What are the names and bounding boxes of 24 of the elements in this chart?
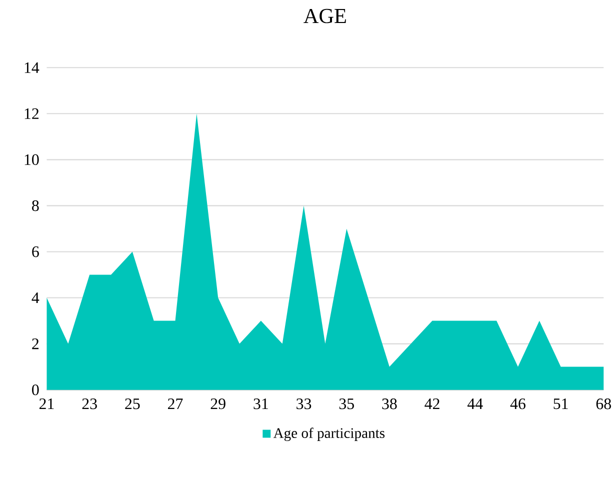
x-tick-label: 27	[168, 398, 183, 409]
x-tick-label: 29	[210, 398, 226, 410]
y-tick-label: 4	[32, 292, 40, 303]
x-tick-label: 33	[296, 398, 312, 410]
y-tick-label: 14	[24, 62, 40, 73]
y-tick-label: 12	[24, 108, 39, 119]
y-tick-label: 6	[32, 246, 39, 257]
x-tick-label: 51	[554, 398, 568, 409]
legend-label: Age of participants	[273, 427, 385, 441]
x-tick-label: 68	[596, 398, 611, 410]
y-tick-label: 2	[32, 338, 39, 349]
x-tick-label: 31	[254, 398, 268, 410]
x-tick-label: 23	[82, 398, 97, 410]
x-tick-label: 21	[39, 398, 54, 409]
x-tick-label: 44	[467, 398, 483, 409]
x-tick-label: 25	[125, 398, 140, 410]
x-tick-label: 38	[382, 398, 397, 410]
y-tick-label: 8	[32, 200, 39, 211]
y-tick-label: 0	[32, 384, 39, 396]
y-tick-label: 10	[24, 154, 39, 165]
chart-title: AGE	[304, 8, 346, 24]
x-tick-label: 35	[339, 398, 354, 410]
x-tick-label: 42	[424, 398, 440, 409]
x-tick-label: 46	[510, 398, 526, 410]
